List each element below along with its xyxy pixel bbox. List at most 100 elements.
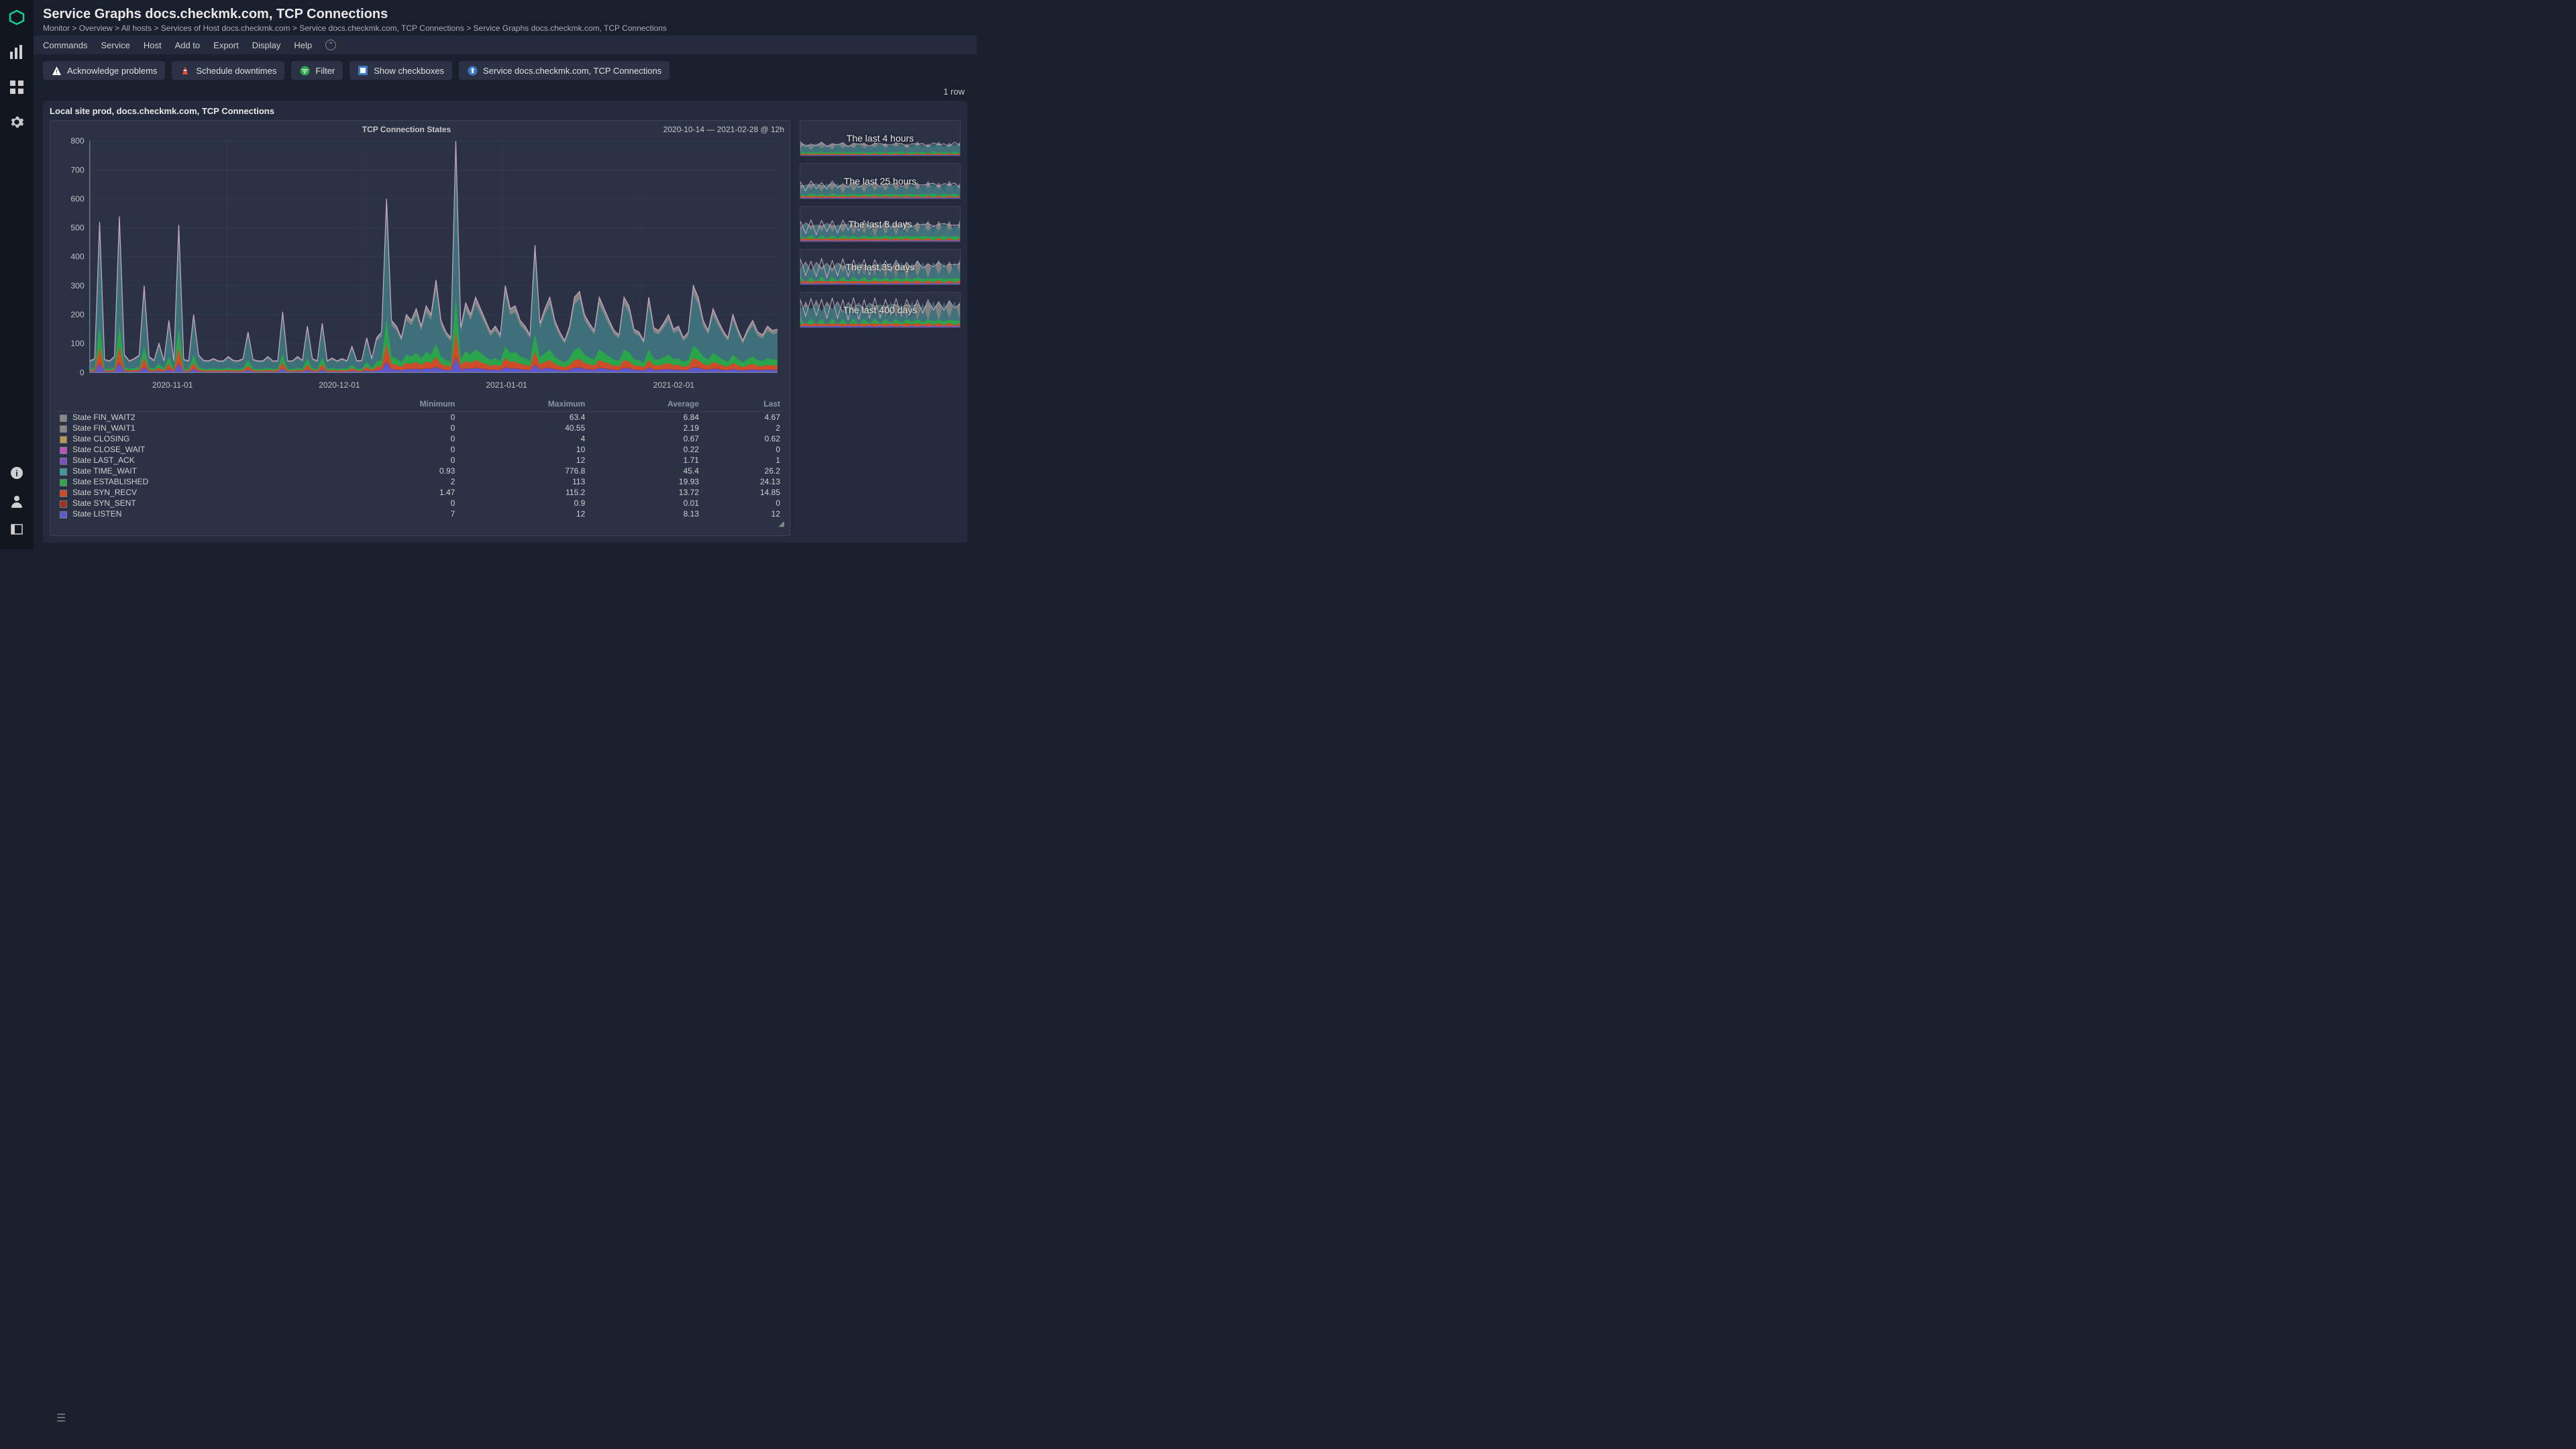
- thumbnail-column: The last 4 hours The last 25 hours The las…: [800, 120, 961, 536]
- range-thumbnail[interactable]: The last 35 days: [800, 249, 961, 285]
- thumbnail-label: The last 35 days: [846, 262, 915, 272]
- legend-swatch: [60, 425, 67, 433]
- customize-icon[interactable]: [9, 79, 25, 95]
- monitor-icon[interactable]: [9, 44, 25, 60]
- legend-swatch: [60, 436, 67, 443]
- warning-icon: !: [51, 65, 62, 76]
- legend-max: 113: [459, 476, 589, 487]
- breadcrumb-link[interactable]: Monitor: [43, 23, 70, 33]
- main-graph: TCP Connection States 2020-10-14 — 2021-…: [50, 120, 790, 536]
- legend-series-name: State LAST_ACK: [72, 455, 135, 465]
- legend-row: State SYN_RECV 1.47 115.2 13.72 14.85: [56, 487, 784, 498]
- chevron-up-icon[interactable]: ⌃: [325, 40, 336, 50]
- legend-avg: 2.19: [589, 423, 703, 433]
- downtime-label: Schedule downtimes: [196, 66, 276, 76]
- user-icon[interactable]: [9, 493, 25, 509]
- legend-series-name: State ESTABLISHED: [72, 477, 148, 486]
- legend-swatch: [60, 415, 67, 422]
- legend-series-name: State SYN_RECV: [72, 488, 137, 497]
- panel-header: Local site prod, docs.checkmk.com, TCP C…: [50, 106, 961, 116]
- acknowledge-button[interactable]: ! Acknowledge problems: [43, 61, 165, 80]
- logo-icon[interactable]: [9, 9, 25, 25]
- range-thumbnail[interactable]: The last 8 days: [800, 206, 961, 242]
- xtick-label: 2020-11-01: [152, 380, 193, 390]
- legend-swatch: [60, 511, 67, 519]
- legend-max: 40.55: [459, 423, 589, 433]
- xtick-label: 2021-02-01: [653, 380, 694, 390]
- menu-item[interactable]: Display: [252, 40, 281, 50]
- legend-avg: 0.01: [589, 498, 703, 508]
- menu-item[interactable]: Commands: [43, 40, 87, 50]
- legend-column-header: [56, 396, 334, 412]
- legend-min: 0: [334, 412, 459, 423]
- filter-button[interactable]: Filter: [291, 61, 343, 80]
- legend-series-name: State FIN_WAIT2: [72, 413, 136, 422]
- legend-series-name: State CLOSING: [72, 434, 129, 443]
- breadcrumb-link[interactable]: Service Graphs docs.checkmk.com, TCP Con…: [474, 23, 667, 33]
- row-count: 1 row: [34, 84, 977, 97]
- breadcrumb-link[interactable]: All hosts: [121, 23, 152, 33]
- legend-min: 7: [334, 508, 459, 519]
- menu-item[interactable]: Host: [144, 40, 162, 50]
- legend-swatch: [60, 490, 67, 497]
- menu-item[interactable]: Help: [294, 40, 312, 50]
- checkboxes-button[interactable]: Show checkboxes: [350, 61, 452, 80]
- filter-icon: [299, 65, 310, 76]
- service-link-button[interactable]: Service docs.checkmk.com, TCP Connection…: [459, 61, 669, 80]
- svg-text:500: 500: [70, 223, 85, 233]
- xtick-label: 2021-01-01: [486, 380, 527, 390]
- legend-last: 26.2: [703, 466, 784, 476]
- svg-text:400: 400: [70, 252, 85, 262]
- breadcrumb: Monitor > Overview > All hosts > Service…: [43, 23, 967, 33]
- breadcrumb-link[interactable]: Services of Host docs.checkmk.com: [161, 23, 290, 33]
- downtime-button[interactable]: Schedule downtimes: [172, 61, 284, 80]
- toolbar: ! Acknowledge problems Schedule downtime…: [34, 54, 977, 84]
- setup-icon[interactable]: [9, 114, 25, 130]
- thumbnail-label: The last 4 hours: [847, 133, 914, 144]
- legend-row: State FIN_WAIT1 0 40.55 2.19 2: [56, 423, 784, 433]
- filter-label: Filter: [315, 66, 335, 76]
- breadcrumb-link[interactable]: Service docs.checkmk.com, TCP Connection…: [299, 23, 464, 33]
- hamburger-icon[interactable]: ☰: [56, 1411, 66, 1425]
- legend-min: 0: [334, 444, 459, 455]
- legend-column-header: Maximum: [459, 396, 589, 412]
- legend-series-name: State FIN_WAIT1: [72, 423, 136, 433]
- legend-min: 0.93: [334, 466, 459, 476]
- resize-grip-icon[interactable]: ◢: [56, 519, 784, 528]
- cone-icon: [180, 65, 191, 76]
- svg-text:100: 100: [70, 339, 85, 348]
- svg-text:!: !: [56, 68, 58, 75]
- page-title: Service Graphs docs.checkmk.com, TCP Con…: [43, 7, 967, 22]
- sidebar-nav: i: [0, 0, 34, 549]
- legend-last: 2: [703, 423, 784, 433]
- svg-text:700: 700: [70, 165, 85, 174]
- legend-swatch: [60, 468, 67, 476]
- graph-title: TCP Connection States: [176, 125, 637, 134]
- menu-item[interactable]: Add to: [175, 40, 201, 50]
- legend-swatch: [60, 458, 67, 465]
- legend-max: 12: [459, 455, 589, 466]
- legend-min: 0: [334, 433, 459, 444]
- menu-item[interactable]: Export: [213, 40, 239, 50]
- chart-svg[interactable]: 0100200300400500600700800: [56, 134, 784, 379]
- arrow-up-icon: [467, 65, 478, 76]
- legend-last: 0: [703, 444, 784, 455]
- legend-avg: 8.13: [589, 508, 703, 519]
- legend-column-header: Minimum: [334, 396, 459, 412]
- range-thumbnail[interactable]: The last 4 hours: [800, 120, 961, 156]
- range-thumbnail[interactable]: The last 400 days: [800, 292, 961, 328]
- menu-item[interactable]: Service: [101, 40, 129, 50]
- legend-max: 115.2: [459, 487, 589, 498]
- legend-swatch: [60, 447, 67, 454]
- sidebar-toggle-icon[interactable]: [9, 521, 25, 537]
- breadcrumb-link[interactable]: Overview: [79, 23, 113, 33]
- legend-max: 776.8: [459, 466, 589, 476]
- legend-swatch: [60, 479, 67, 486]
- range-thumbnail[interactable]: The last 25 hours: [800, 163, 961, 199]
- acknowledge-label: Acknowledge problems: [67, 66, 157, 76]
- graph-range: 2020-10-14 — 2021-02-28 @ 12h: [637, 125, 784, 134]
- legend-series-name: State TIME_WAIT: [72, 466, 137, 476]
- legend-last: 24.13: [703, 476, 784, 487]
- info-icon[interactable]: i: [9, 465, 25, 481]
- legend-max: 12: [459, 508, 589, 519]
